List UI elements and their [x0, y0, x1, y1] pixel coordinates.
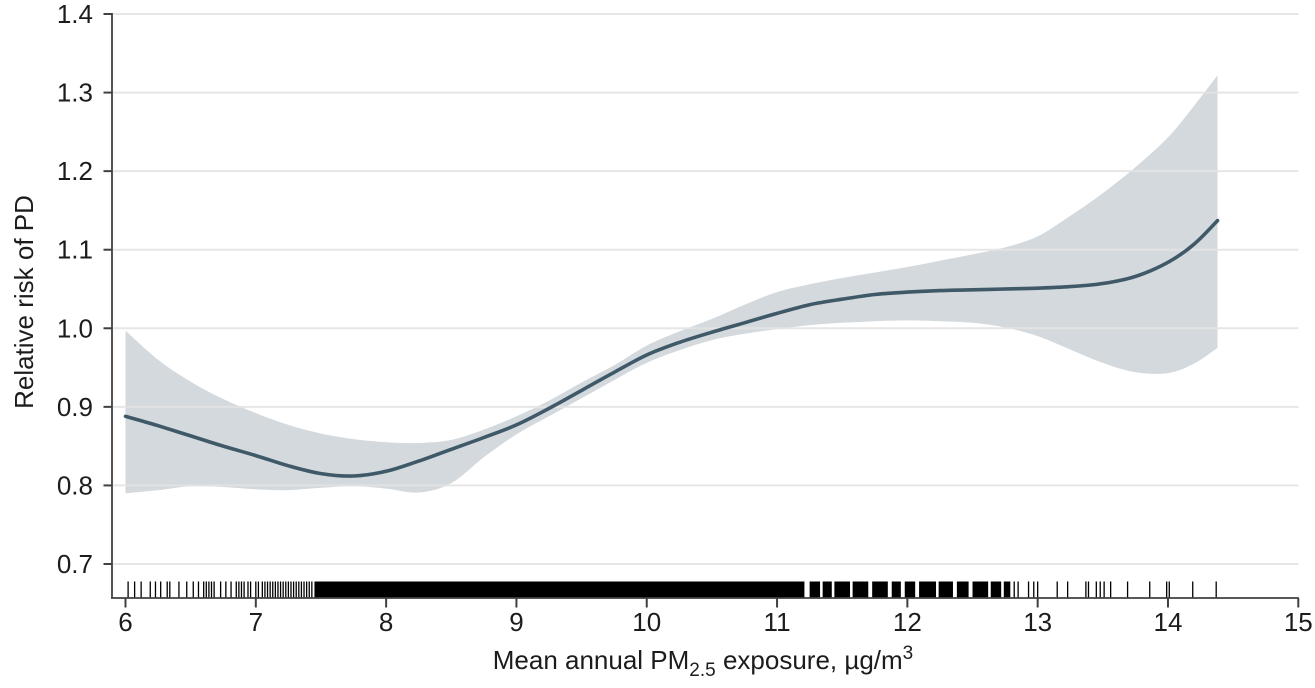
rug-dense-band	[822, 581, 832, 599]
x-axis-title-prefix: Mean annual PM	[493, 645, 690, 675]
x-tick-label-15: 15	[1284, 607, 1313, 637]
y-tick-label-1.4: 1.4	[57, 0, 93, 29]
y-tick-label-1.0: 1.0	[57, 313, 93, 343]
y-tick-labels: 0.7 0.8 0.9 1.0 1.1 1.2 1.3 1.4	[57, 0, 93, 579]
confidence-band	[125, 75, 1218, 494]
rug-dense-band	[938, 581, 953, 599]
gridlines-layer	[113, 13, 1299, 565]
rug-dense-band	[809, 581, 821, 599]
rug-dense-band	[990, 581, 1002, 599]
x-axis-title-mid: exposure, µg/m	[716, 645, 903, 675]
x-tick-label-10: 10	[632, 607, 661, 637]
x-tick-label-13: 13	[1023, 607, 1052, 637]
rug-dense-band	[891, 581, 901, 599]
y-tick-label-1.1: 1.1	[57, 235, 93, 265]
rug-dense-band	[919, 581, 937, 599]
y-tick-label-0.9: 0.9	[57, 392, 93, 422]
fit-line	[123, 218, 1220, 478]
x-tick-label-11: 11	[764, 607, 791, 637]
fit-line-layer	[123, 218, 1220, 478]
rug-dense-band	[834, 581, 851, 599]
confidence-band-layer	[125, 75, 1218, 494]
rug-dense-band	[972, 581, 989, 599]
rug-dense-band	[314, 581, 805, 599]
y-tick-label-0.8: 0.8	[57, 470, 93, 500]
x-axis-title: Mean annual PM2.5 exposure, µg/m3	[493, 643, 914, 681]
rug-dense-band	[956, 581, 969, 599]
y-tick-label-1.2: 1.2	[57, 156, 93, 186]
x-axis-title-superscript: 3	[903, 643, 914, 664]
rug-dense-band	[1003, 581, 1011, 599]
x-tick-label-7: 7	[249, 607, 263, 637]
y-tick-label-1.3: 1.3	[57, 78, 93, 108]
x-tick-label-12: 12	[893, 607, 922, 637]
rug-plot-layer	[127, 581, 1217, 599]
rug-dense-band	[904, 581, 916, 599]
x-tick-label-14: 14	[1154, 607, 1183, 637]
axes-layer	[103, 13, 1300, 608]
rug-dense-band	[872, 581, 888, 599]
y-tick-label-0.7: 0.7	[57, 549, 93, 579]
y-axis-title: Relative risk of PD	[9, 195, 39, 409]
x-tick-label-8: 8	[379, 607, 393, 637]
rug-dense-band	[852, 581, 869, 599]
x-tick-label-6: 6	[118, 607, 132, 637]
x-tick-labels: 6 7 8 9 10 11 12 13 14 15	[118, 607, 1312, 637]
x-axis-title-subscript: 2.5	[689, 660, 715, 681]
x-tick-label-9: 9	[509, 607, 523, 637]
